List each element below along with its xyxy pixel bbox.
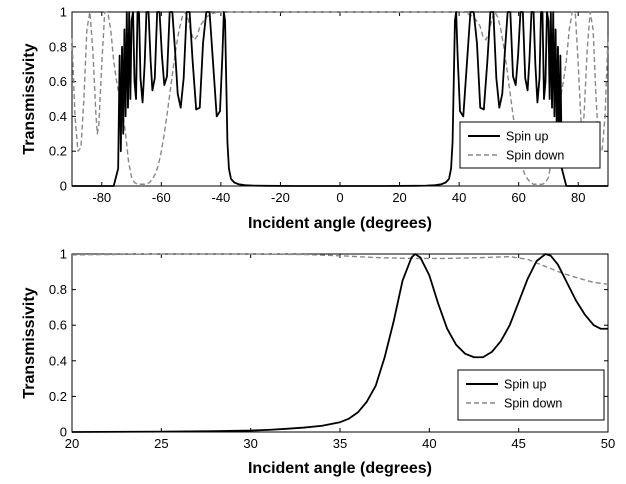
x-tick-label: 25 [154,436,168,451]
x-tick-label: -60 [152,190,171,205]
series-line-spin-up [72,11,608,187]
legend-box [457,369,605,421]
x-tick-label: 30 [243,436,257,451]
y-tick-label: 0.4 [49,353,67,368]
x-tick-label: 80 [571,190,585,205]
y-tick-label: 0.2 [49,144,67,159]
y-axis-label: Transmissivity [21,43,38,154]
top-panel: -80 -60 -40 -20 0 20 40 60 80 0 0.2 0.4 0.6 0.8 1 Spin… [21,5,609,232]
y-axis-label: Transmissivity [21,287,38,398]
x-axis-label: Incident angle (degrees) [248,215,432,232]
x-tick-label: 20 [392,190,406,205]
y-tick-label: 0.8 [49,39,67,54]
x-tick-label: 35 [333,436,347,451]
y-tick-label: 0 [60,179,67,194]
x-axis-label: Incident angle (degrees) [248,460,432,477]
x-tick-label: 20 [65,436,79,451]
x-tick-label: -80 [92,190,111,205]
x-tick-label: 50 [601,436,615,451]
x-tick-label: 40 [422,436,436,451]
x-tick-label: 40 [452,190,466,205]
y-tick-label: 0.4 [49,109,67,124]
legend-label: Spin up [506,130,548,144]
legend: Spin up Spin down [459,121,601,169]
legend: Spin up Spin down [457,369,605,421]
legend-box [459,121,601,169]
x-tick-label: 45 [511,436,525,451]
y-tick-label: 1 [60,247,67,262]
x-tick-label: -20 [271,190,290,205]
y-tick-label: 0.6 [49,74,67,89]
x-tick-label: -40 [211,190,230,205]
axis-ticks: 20 25 30 35 40 45 50 0 0.2 0.4 0.6 0.8 1 [49,247,615,452]
x-tick-label: 0 [336,190,343,205]
x-tick-label: 60 [511,190,525,205]
series-layer [71,253,609,433]
series-line-spin-down [71,253,609,285]
series-layer [71,11,609,187]
legend-label: Spin down [504,397,562,411]
axis-ticks: -80 -60 -40 -20 0 20 40 60 80 0 0.2 0.4 0.6 0.8 1 [49,5,608,205]
y-tick-label: 0 [60,425,67,440]
legend-label: Spin down [506,149,564,163]
legend-label: Spin up [504,378,546,392]
series-line-spin-up [71,253,608,433]
y-tick-label: 0.8 [49,282,67,297]
y-tick-label: 1 [60,5,67,20]
y-tick-label: 0.6 [49,318,67,333]
y-tick-label: 0.2 [49,389,67,404]
